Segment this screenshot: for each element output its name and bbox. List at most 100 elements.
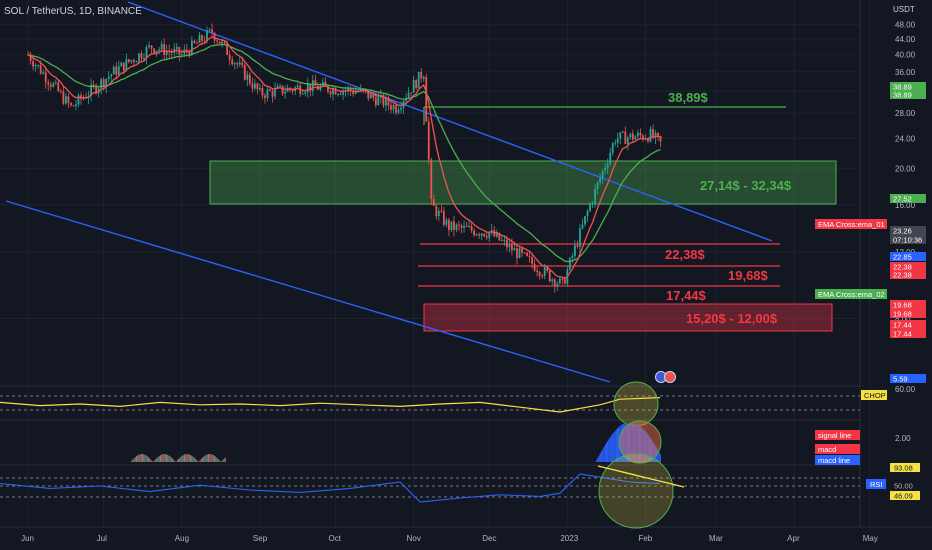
candle-body — [634, 136, 637, 140]
candle-body — [37, 64, 40, 66]
macd-bar — [176, 460, 178, 462]
macd-bar — [140, 454, 142, 462]
candle-body — [130, 60, 133, 62]
macd-bar — [131, 460, 133, 462]
candle-body — [541, 275, 544, 277]
macd-bar — [178, 459, 179, 462]
candle-body — [70, 102, 72, 106]
macd-legend-tag[interactable] — [815, 444, 860, 454]
candle-body — [327, 85, 329, 92]
candle-body — [488, 232, 491, 238]
time-tick-label: 2023 — [560, 534, 578, 543]
macd-bar — [134, 457, 136, 462]
macd-bar — [185, 454, 187, 462]
candle-body — [422, 76, 425, 79]
candle-body — [120, 62, 123, 67]
candle-body — [42, 72, 45, 74]
candle-body — [372, 93, 375, 98]
candle-body — [420, 71, 423, 79]
macd-bar — [173, 459, 175, 462]
candle-body — [284, 91, 287, 94]
price-tag — [890, 194, 926, 203]
chop-tag[interactable] — [861, 390, 887, 400]
candle-body — [609, 152, 612, 164]
price-tick-label: 40.00 — [895, 51, 916, 60]
candle-body — [460, 225, 463, 228]
candle-body — [385, 97, 387, 106]
candle-body — [337, 93, 339, 95]
candle-body — [286, 87, 289, 92]
macd-bar — [598, 456, 600, 462]
symbol-title[interactable]: SOL / TetherUS, 1D, BINANCE — [4, 6, 142, 17]
candle-body — [495, 232, 498, 237]
candle-body — [67, 96, 70, 103]
macd-bar — [629, 424, 631, 462]
candle-body — [185, 49, 188, 52]
candle-body — [642, 135, 644, 140]
candle-body — [626, 137, 629, 144]
candle-body — [158, 49, 161, 51]
rsi-tag-label: RSI — [870, 480, 883, 489]
candle-body — [568, 257, 571, 270]
macd-bar — [622, 424, 624, 462]
price-tick-label: 28.00 — [895, 109, 916, 118]
macd-bar — [609, 437, 611, 462]
candle-body — [657, 132, 659, 137]
currency-label[interactable]: USDT — [893, 5, 915, 14]
candle-body — [397, 109, 400, 113]
candle-body — [306, 83, 309, 93]
candle-body — [581, 224, 584, 229]
macd-bar — [139, 454, 141, 462]
support-zone — [423, 303, 833, 332]
candle-body — [649, 129, 652, 142]
macd-bar — [602, 448, 604, 462]
time-axis[interactable]: Jun Jul Aug Sep Oct Nov Dec 2023 Feb Mar Apr May — [21, 534, 878, 543]
indicator-tag[interactable] — [815, 219, 887, 229]
time-tick-label: Oct — [329, 534, 342, 543]
macd-bar — [614, 430, 616, 462]
macd-bar — [647, 434, 649, 462]
candle-body — [133, 60, 135, 62]
candle-body — [417, 71, 420, 88]
price-tags: 38.8938.8927.5223.2607:10:3622.8522.3822… — [890, 82, 926, 501]
candle-body — [329, 91, 332, 95]
indicator-tag-label: EMA Cross:ema_02 — [818, 290, 885, 299]
macd-bar — [611, 434, 613, 462]
macd-bar — [221, 461, 223, 462]
macd-bar — [633, 424, 635, 462]
candle-body — [241, 62, 244, 66]
candle-body — [105, 78, 108, 87]
candle-body — [347, 87, 350, 91]
rsi-tag[interactable] — [866, 479, 886, 489]
candle-body — [430, 159, 433, 200]
price-tag-label: 38.89 — [893, 91, 912, 100]
candle-body — [253, 83, 256, 89]
macd-bar — [212, 454, 214, 462]
candle-body — [332, 88, 334, 95]
macd-bar — [648, 436, 650, 462]
candle-body — [654, 132, 657, 138]
macd-bar — [133, 458, 135, 462]
candle-body — [508, 243, 511, 248]
candle-body — [135, 61, 138, 63]
event-flag-icon[interactable] — [664, 371, 676, 383]
macd-bar — [148, 457, 149, 462]
candle-body — [521, 248, 523, 253]
resistance-zone — [209, 160, 837, 205]
macd-bar — [630, 424, 632, 462]
price-tag-label: 22.85 — [893, 253, 912, 262]
macd-legend-tag[interactable] — [815, 455, 860, 465]
macd-legend-tag[interactable] — [815, 430, 860, 440]
candle-body — [221, 41, 224, 44]
macd-bar — [132, 459, 134, 462]
rsi-tick-label: 50.00 — [894, 482, 913, 491]
indicator-tag[interactable] — [815, 289, 887, 299]
price-tick-label: 8.00 — [895, 315, 911, 324]
candle-body — [190, 40, 193, 55]
macd-bar — [657, 450, 659, 462]
time-tick-label: Sep — [253, 534, 268, 543]
candle-body — [314, 80, 317, 86]
candle-body — [563, 279, 566, 284]
rsi-line — [0, 473, 661, 503]
